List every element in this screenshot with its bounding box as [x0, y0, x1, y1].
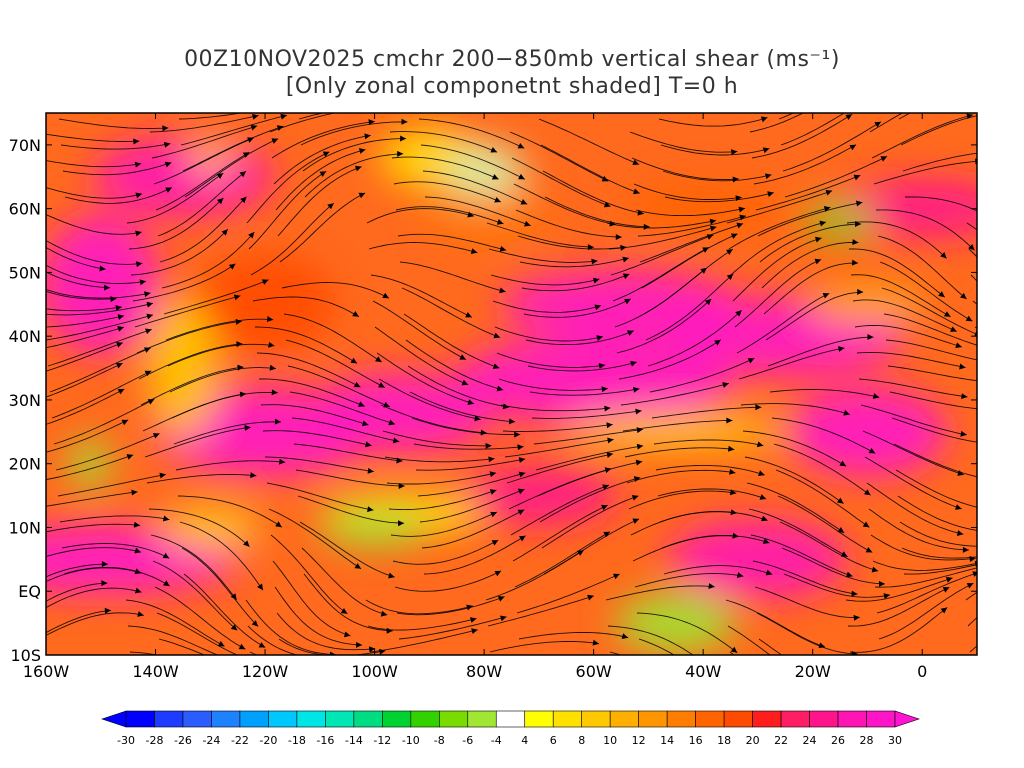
lon-label: 40W	[685, 662, 721, 681]
colorbar-swatch	[325, 710, 355, 728]
streamlines	[46, 113, 977, 655]
colorbar-label: -26	[174, 734, 192, 747]
colorbar-label: -30	[117, 734, 135, 747]
colorbar-swatch	[154, 710, 184, 728]
colorbar-swatch	[609, 710, 639, 728]
axis-ticks	[45, 113, 977, 656]
lat-label: 10N	[9, 518, 41, 537]
colorbar-underflow	[101, 710, 127, 728]
shaded-shear-field	[46, 113, 977, 655]
lon-label: 60W	[576, 662, 612, 681]
colorbar-label: -24	[202, 734, 220, 747]
colorbar-label: 10	[603, 734, 617, 747]
lon-label: 140W	[132, 662, 179, 681]
colorbar-swatch	[182, 710, 212, 728]
colorbar-label: 14	[660, 734, 674, 747]
lon-label: 120W	[242, 662, 289, 681]
colorbar-label: 4	[521, 734, 528, 747]
colorbar-swatch	[752, 710, 782, 728]
colorbar-swatch	[695, 710, 725, 728]
colorbar-label: 26	[831, 734, 845, 747]
lat-label: 50N	[9, 263, 41, 282]
colorbar-swatch	[837, 710, 867, 728]
colorbar-label: 12	[632, 734, 646, 747]
lon-label: 0	[917, 662, 927, 681]
map-frame	[45, 112, 978, 656]
colorbar-label: 20	[746, 734, 760, 747]
lat-label: 10S	[10, 646, 41, 665]
lon-label: 80W	[466, 662, 502, 681]
colorbar-label: 24	[803, 734, 817, 747]
colorbar-label: 8	[578, 734, 585, 747]
colorbar-label: 6	[550, 734, 557, 747]
colorbar-label: -16	[316, 734, 334, 747]
lat-label: 60N	[9, 200, 41, 219]
colorbar-swatch	[866, 710, 896, 728]
lon-label: 160W	[23, 662, 70, 681]
colorbar-swatch	[495, 710, 526, 728]
colorbar-swatch	[382, 710, 412, 728]
colorbar-swatch	[125, 710, 155, 728]
colorbar-overflow	[894, 710, 920, 728]
colorbar-swatch	[410, 710, 440, 728]
colorbar-swatch	[353, 710, 383, 728]
colorbar-swatch	[467, 710, 497, 728]
lat-label: EQ	[18, 582, 41, 601]
colorbar-label: 30	[888, 734, 902, 747]
colorbar-label: -14	[345, 734, 363, 747]
colorbar-label: -12	[373, 734, 391, 747]
latitude-labels: 70N 60N 50N 40N 30N 20N 10N EQ 10S	[9, 136, 41, 665]
colorbar-label: -18	[288, 734, 306, 747]
colorbar-label: 22	[774, 734, 788, 747]
colorbar-swatch	[268, 710, 298, 728]
colorbar-label: 18	[717, 734, 731, 747]
colorbar-swatch	[638, 710, 668, 728]
colorbar-label: -10	[402, 734, 420, 747]
lat-label: 20N	[9, 455, 41, 474]
colorbar-swatch	[438, 710, 469, 728]
title-line-2: [Only zonal componetnt shaded] T=0 h	[285, 74, 739, 99]
longitude-labels: 160W 140W 120W 100W 80W 60W 40W 20W 0	[23, 662, 928, 681]
colorbar-swatch	[723, 710, 753, 728]
lat-label: 30N	[9, 391, 41, 410]
colorbar-label: 28	[860, 734, 874, 747]
lat-label: 70N	[9, 136, 41, 155]
colorbar-label: -4	[491, 734, 502, 747]
colorbar-swatch	[296, 710, 326, 728]
colorbar: -30 -28 -26 -24 -22 -20 -18 -16 -14 -12 -10 -8 -6 -4 4…	[101, 710, 920, 747]
colorbar-swatch	[239, 710, 269, 728]
colorbar-label: -8	[434, 734, 445, 747]
colorbar-swatch	[552, 710, 583, 728]
colorbar-swatch	[581, 710, 611, 728]
lon-label: 100W	[351, 662, 398, 681]
lat-label: 40N	[9, 327, 41, 346]
colorbar-swatch	[524, 710, 554, 728]
colorbar-label: -6	[462, 734, 473, 747]
colorbar-swatch	[211, 710, 241, 728]
colorbar-label: 16	[689, 734, 703, 747]
colorbar-swatch	[780, 710, 810, 728]
title-line-1: 00Z10NOV2025 cmchr 200−850mb vertical sh…	[184, 47, 840, 72]
colorbar-label: -20	[259, 734, 277, 747]
colorbar-swatch	[666, 710, 696, 728]
colorbar-swatch	[809, 710, 839, 728]
lon-label: 20W	[795, 662, 831, 681]
colorbar-label: -22	[231, 734, 249, 747]
colorbar-label: -28	[145, 734, 163, 747]
